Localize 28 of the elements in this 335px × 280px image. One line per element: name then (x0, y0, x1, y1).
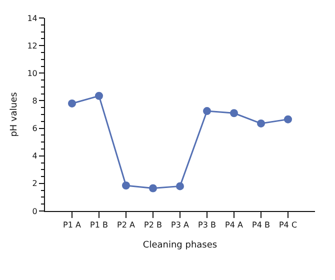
point (230, 109, 238, 118)
x-tick-label: P4 C (278, 220, 298, 230)
x-tick-label: P2 A (117, 220, 136, 230)
x-tick-label: P1 B (90, 220, 108, 230)
point (149, 184, 157, 192)
y-tick-label: 10 (27, 68, 38, 78)
x-axis-title: Cleaning phases (142, 240, 218, 250)
x-tick-label: P4 B (252, 220, 270, 230)
x-tick-label: P4 A (225, 220, 244, 230)
x-tick-label: P2 B (144, 220, 162, 230)
y-axis-title: pH values (10, 92, 20, 137)
y-tick-label: 4 (32, 152, 38, 161)
y-tick-label: 0 (32, 206, 38, 216)
y-tick-label: 6 (32, 124, 38, 134)
point (257, 119, 265, 128)
point (95, 92, 103, 100)
point (122, 182, 130, 190)
point (176, 182, 184, 190)
y-tick-label: 8 (32, 96, 38, 106)
point (68, 99, 76, 108)
x-tick-label: P3 B (198, 220, 216, 230)
point (203, 107, 211, 116)
x-tick-label: P1 A (63, 220, 82, 230)
x-tick-label: P3 A (171, 220, 190, 230)
point (284, 115, 292, 124)
y-tick-label: 12 (27, 41, 38, 50)
y-tick-label: 2 (32, 179, 38, 188)
y-tick-label: 14 (27, 14, 38, 23)
